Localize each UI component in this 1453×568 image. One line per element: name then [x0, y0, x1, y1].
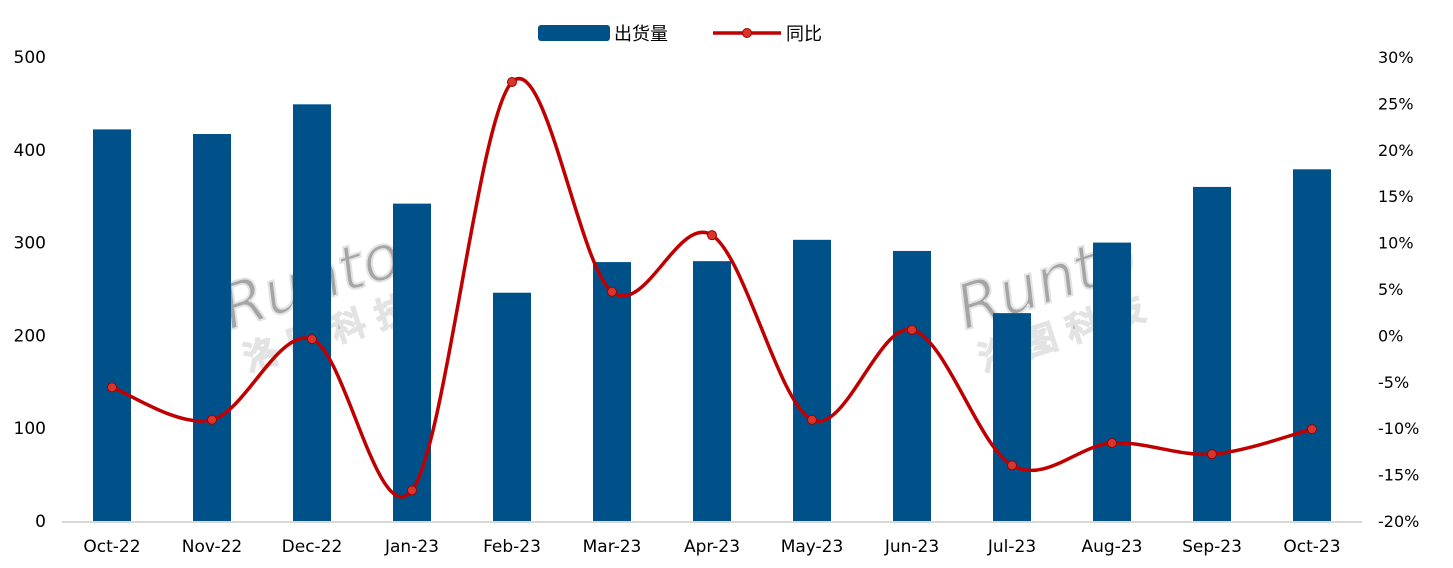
bar-Feb-23 — [493, 292, 531, 521]
right-tick-label: -5% — [1378, 373, 1409, 392]
x-tick-label: Oct-23 — [1283, 537, 1340, 557]
yoy-point-Jan-23 — [407, 485, 417, 496]
x-tick-label: Jun-23 — [884, 537, 939, 557]
x-tick-label: Nov-22 — [182, 537, 243, 557]
bar-Dec-22 — [293, 104, 331, 521]
yoy-point-Oct-23 — [1307, 424, 1317, 435]
x-tick-label: Sep-23 — [1182, 537, 1242, 557]
bar-Nov-22 — [193, 134, 231, 522]
right-tick-label: 25% — [1378, 94, 1414, 113]
legend-label-yoy: 同比 — [786, 24, 822, 45]
right-tick-label: 30% — [1378, 48, 1414, 67]
bar-Jul-23 — [993, 313, 1031, 521]
left-tick-label: 300 — [14, 234, 46, 254]
yoy-point-Apr-23 — [707, 230, 717, 241]
x-tick-label: Mar-23 — [583, 537, 642, 557]
right-tick-label: -15% — [1378, 466, 1419, 485]
yoy-point-Jul-23 — [1007, 460, 1017, 471]
right-tick-label: 0% — [1378, 326, 1403, 345]
yoy-line — [111, 77, 1313, 499]
right-tick-label: 15% — [1378, 187, 1414, 206]
bar-Jan-23 — [393, 203, 431, 521]
bar-Oct-22 — [93, 129, 131, 521]
bar-Apr-23 — [693, 261, 731, 521]
yoy-point-Jun-23 — [907, 324, 917, 335]
left-tick-label: 500 — [14, 48, 46, 68]
bar-Jun-23 — [893, 250, 931, 521]
left-tick-label: 100 — [14, 419, 46, 439]
x-tick-label: Feb-23 — [483, 537, 541, 557]
right-tick-label: -20% — [1378, 512, 1419, 531]
x-tick-label: Apr-23 — [684, 537, 740, 557]
x-tick-label: Jan-23 — [384, 537, 439, 557]
bar-Sep-23 — [1193, 186, 1231, 522]
bar-May-23 — [793, 239, 831, 522]
yoy-point-Sep-23 — [1207, 449, 1217, 460]
yoy-point-Nov-22 — [207, 414, 217, 425]
yoy-point-Oct-22 — [107, 382, 117, 393]
bar-Mar-23 — [593, 262, 631, 521]
yoy-point-Aug-23 — [1107, 438, 1117, 449]
right-tick-label: 20% — [1378, 141, 1414, 160]
yoy-point-Dec-22 — [307, 334, 317, 345]
left-tick-label: 200 — [14, 326, 46, 346]
bar-Aug-23 — [1093, 242, 1131, 521]
x-tick-label: Oct-22 — [83, 537, 140, 557]
right-tick-label: -10% — [1378, 419, 1419, 438]
bar-Oct-23 — [1293, 169, 1331, 521]
legend-label-shipments: 出货量 — [614, 24, 668, 45]
yoy-point-Feb-23 — [507, 77, 517, 88]
x-tick-label: May-23 — [781, 537, 844, 557]
legend-bar-swatch — [538, 25, 610, 41]
x-tick-label: Aug-23 — [1082, 537, 1143, 557]
right-tick-label: 5% — [1378, 280, 1403, 299]
x-tick-label: Jul-23 — [987, 537, 1036, 557]
left-tick-label: 0 — [35, 512, 46, 532]
yoy-point-May-23 — [807, 414, 817, 425]
legend-line-marker — [742, 28, 752, 38]
left-tick-label: 400 — [14, 141, 46, 161]
right-tick-label: 10% — [1378, 234, 1414, 253]
x-tick-label: Dec-22 — [282, 537, 343, 557]
yoy-point-Mar-23 — [607, 286, 617, 297]
